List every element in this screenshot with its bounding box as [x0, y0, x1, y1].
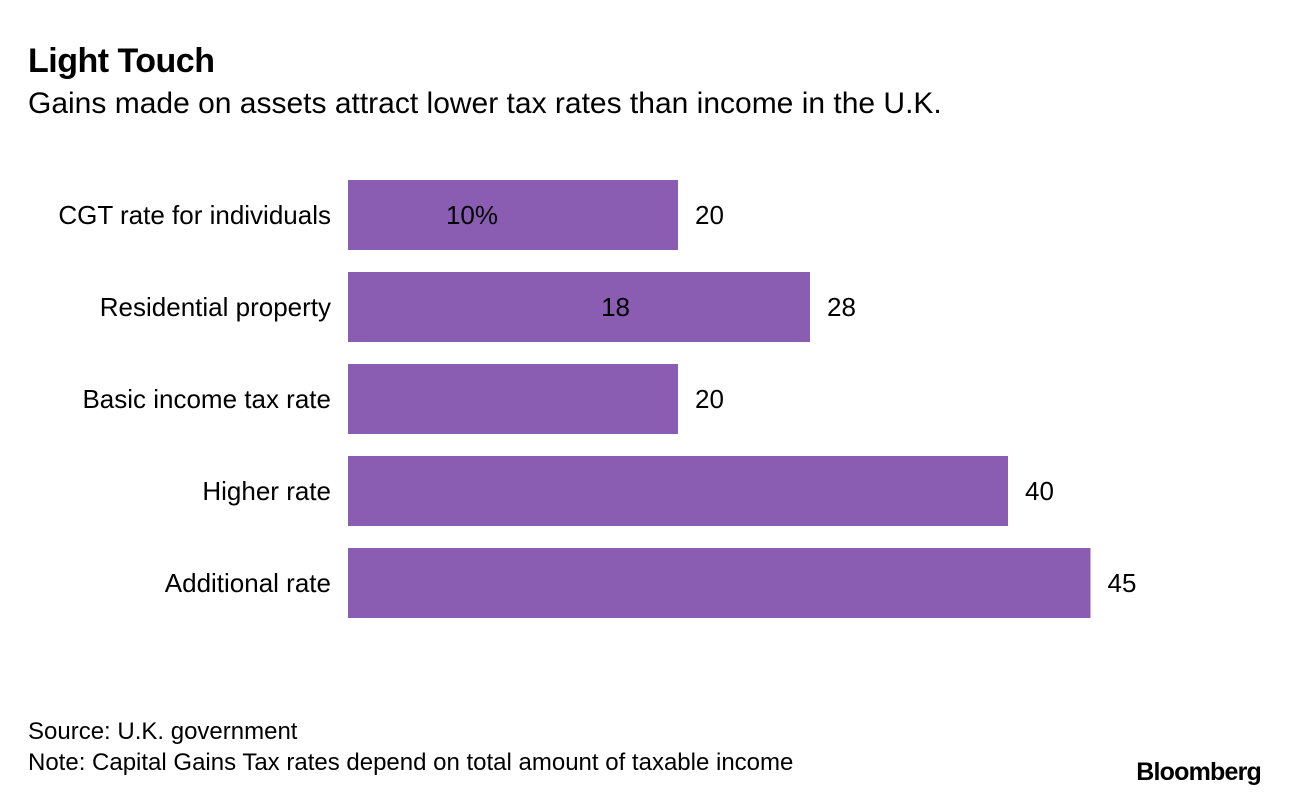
chart-subtitle: Gains made on assets attract lower tax r… [28, 87, 942, 120]
footnote: Note: Capital Gains Tax rates depend on … [28, 749, 794, 776]
bar-chart: CGT rate for individuals 20 10% Residential… [58, 180, 1137, 618]
category-label: Basic income tax rate [82, 384, 331, 414]
category-label: CGT rate for individuals [58, 200, 331, 230]
chart-title: Light Touch [28, 42, 215, 80]
source-note: Source: U.K. government [28, 718, 298, 745]
footer: Source: U.K. government Note: Capital Ga… [28, 716, 793, 778]
inner-bar-value-label: 10% [446, 200, 498, 230]
bar [348, 548, 1091, 618]
category-label: Residential property [100, 292, 331, 322]
inner-bar-value-label: 18 [601, 292, 630, 322]
bar-value-label: 40 [1025, 476, 1054, 506]
category-label: Higher rate [202, 476, 331, 506]
bar-value-label: 20 [695, 200, 724, 230]
bar-value-label: 20 [695, 384, 724, 414]
bar-value-label: 28 [827, 292, 856, 322]
bar [348, 364, 678, 434]
inner-bar [348, 272, 645, 342]
bar [348, 456, 1008, 526]
bloomberg-logo: Bloomberg [1136, 758, 1262, 786]
inner-bar [348, 180, 513, 250]
category-label: Additional rate [165, 568, 331, 598]
bar-value-label: 45 [1108, 568, 1137, 598]
